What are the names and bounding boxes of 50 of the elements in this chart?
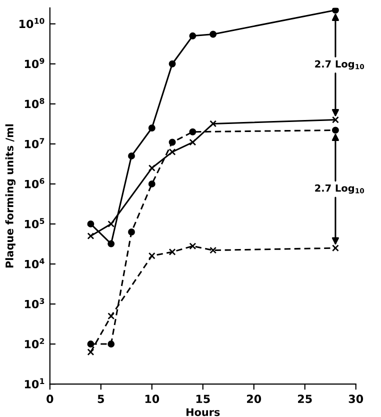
x-axis-title: Hours xyxy=(186,408,220,416)
point xyxy=(108,312,115,320)
point xyxy=(148,252,156,260)
y-tick-label: 10$^{3}$ xyxy=(24,298,44,308)
point xyxy=(87,232,94,240)
point xyxy=(148,124,156,132)
point xyxy=(210,246,217,254)
y-tick-label: 10$^{1}$ xyxy=(24,378,44,388)
point xyxy=(332,244,339,252)
point xyxy=(108,240,115,248)
point xyxy=(87,348,94,356)
point xyxy=(108,220,115,228)
point xyxy=(210,30,217,38)
y-tick-label: 10$^{8}$ xyxy=(24,98,44,108)
y-axis-title: Plaque forming units /ml xyxy=(5,124,16,268)
x-tick-label: 10 xyxy=(145,394,160,404)
y-tick-label: 10$^{9}$ xyxy=(24,58,44,68)
point xyxy=(189,32,196,40)
point xyxy=(189,138,196,146)
y-tick-label: 10$^{4}$ xyxy=(24,258,44,268)
point xyxy=(108,340,115,348)
x-tick-label: 20 xyxy=(247,394,262,404)
y-tick-label: 10$^{5}$ xyxy=(24,218,44,228)
y-tick-label: 10$^{6}$ xyxy=(24,178,44,188)
point xyxy=(148,180,156,188)
point xyxy=(128,228,135,236)
point xyxy=(189,242,196,250)
point xyxy=(210,120,217,128)
point xyxy=(148,164,156,172)
point xyxy=(189,128,196,136)
x-tick-label: 30 xyxy=(348,394,364,404)
point xyxy=(332,116,339,124)
y-tick-label: 10$^{7}$ xyxy=(24,138,44,148)
x-tick-label: 0 xyxy=(46,394,54,404)
x-tick-label: 5 xyxy=(98,394,104,404)
x-tick-label: 15 xyxy=(196,394,210,404)
point xyxy=(168,148,176,156)
y-tick-label: 10$^{10}$ xyxy=(20,18,44,28)
annotation: 2.7 Log$_{10}$ xyxy=(315,60,364,70)
annotation: 2.7 Log$_{10}$ xyxy=(315,184,364,194)
point xyxy=(168,60,176,68)
point xyxy=(168,248,176,256)
point xyxy=(87,220,94,228)
point xyxy=(87,340,94,348)
point xyxy=(168,138,176,146)
x-tick-label: 25 xyxy=(298,394,312,404)
point xyxy=(128,152,135,160)
point xyxy=(332,126,339,134)
y-tick-label: 10$^{2}$ xyxy=(24,338,44,348)
point xyxy=(332,8,339,14)
